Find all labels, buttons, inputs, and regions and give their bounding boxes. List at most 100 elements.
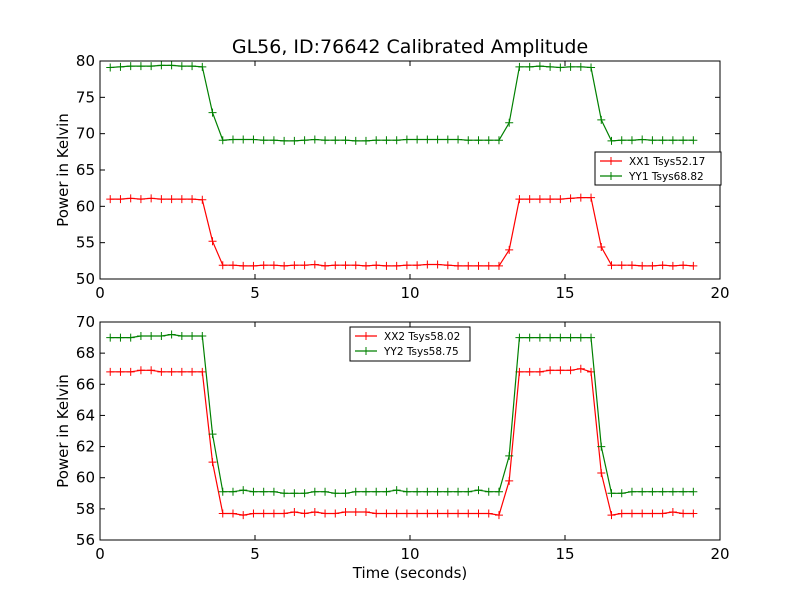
- data-point: [136, 366, 145, 375]
- data-point: [433, 487, 442, 496]
- data-point: [443, 261, 452, 270]
- data-point: [597, 243, 606, 252]
- x-tick-label: 5: [250, 284, 260, 302]
- data-point: [126, 333, 135, 342]
- data-point: [157, 332, 166, 341]
- data-point: [638, 261, 647, 270]
- data-point: [413, 509, 422, 518]
- data-point: [126, 62, 135, 71]
- data-point: [423, 509, 432, 518]
- data-point: [566, 366, 575, 375]
- data-point: [443, 487, 452, 496]
- data-point: [494, 487, 503, 496]
- data-point: [566, 333, 575, 342]
- data-point: [177, 367, 186, 376]
- data-point: [454, 261, 463, 270]
- data-point: [310, 135, 319, 144]
- data-point: [689, 261, 698, 270]
- data-point: [218, 509, 227, 518]
- data-point: [228, 487, 237, 496]
- data-point: [627, 509, 636, 518]
- y-tick-label: 70: [76, 125, 95, 143]
- data-point: [689, 487, 698, 496]
- data-point: [423, 135, 432, 144]
- data-point: [188, 332, 197, 341]
- data-point: [341, 507, 350, 516]
- data-point: [607, 511, 616, 520]
- chart-title: GL56, ID:76642 Calibrated Amplitude: [232, 36, 588, 58]
- data-point: [587, 193, 596, 202]
- data-point: [535, 62, 544, 71]
- data-point: [198, 332, 207, 341]
- data-point: [208, 108, 217, 117]
- data-point: [372, 136, 381, 145]
- data-point: [402, 135, 411, 144]
- x-tick-label: 0: [95, 545, 105, 563]
- data-point: [280, 489, 289, 498]
- data-point: [157, 367, 166, 376]
- data-point: [658, 487, 667, 496]
- plot-bottom: 0 5 10 15 20 56 58 60 62 64 66 68 70 Power in Kelvin T…: [54, 313, 730, 582]
- data-point: [494, 511, 503, 520]
- data-point: [228, 261, 237, 270]
- data-point: [351, 507, 360, 516]
- series-line: [110, 197, 694, 267]
- data-point: [372, 261, 381, 270]
- x-tick-label: 20: [710, 545, 729, 563]
- data-point: [331, 489, 340, 498]
- data-point: [300, 136, 309, 145]
- data-point: [535, 195, 544, 204]
- data-point: [218, 136, 227, 145]
- data-point: [280, 261, 289, 270]
- data-point: [259, 487, 268, 496]
- data-point: [382, 136, 391, 145]
- data-point: [464, 136, 473, 145]
- data-point: [372, 509, 381, 518]
- data-point: [433, 260, 442, 269]
- data-point: [525, 367, 534, 376]
- x-tick-label: 5: [250, 545, 260, 563]
- data-point: [116, 195, 125, 204]
- data-point: [280, 509, 289, 518]
- data-point: [484, 136, 493, 145]
- legend-marker: [362, 347, 370, 355]
- data-point: [443, 135, 452, 144]
- data-point: [167, 330, 176, 339]
- data-point: [239, 511, 248, 520]
- plot-top: 0 5 10 15 20 50 55 60 65 70 75 80 Power in Kelvin XX1…: [54, 52, 730, 302]
- legend-label: YY1 Tsys68.82: [628, 171, 704, 183]
- data-point: [566, 62, 575, 71]
- legend: XX2 Tsys58.02 YY2 Tsys58.75: [349, 326, 471, 362]
- data-point: [454, 509, 463, 518]
- series-line: [110, 368, 694, 516]
- data-point: [208, 430, 217, 439]
- data-point: [597, 442, 606, 451]
- data-point: [147, 332, 156, 341]
- data-point: [617, 136, 626, 145]
- data-point: [607, 136, 616, 145]
- data-point: [239, 135, 248, 144]
- legend-box: [594, 151, 722, 186]
- data-point: [259, 509, 268, 518]
- data-point: [525, 62, 534, 71]
- y-axis-label: Power in Kelvin: [54, 113, 72, 227]
- data-point: [290, 136, 299, 145]
- data-point: [556, 195, 565, 204]
- data-point: [228, 135, 237, 144]
- data-point: [361, 487, 370, 496]
- legend-box: [349, 326, 471, 362]
- data-point: [535, 333, 544, 342]
- data-point: [157, 61, 166, 70]
- data-point: [136, 332, 145, 341]
- data-point: [392, 261, 401, 270]
- legend-label: XX2 Tsys58.02: [384, 331, 460, 343]
- data-point: [126, 367, 135, 376]
- data-point: [341, 261, 350, 270]
- legend-entry: XX1 Tsys52.17: [600, 156, 705, 168]
- data-point: [474, 509, 483, 518]
- data-point: [331, 261, 340, 270]
- legend-label: XX1 Tsys52.17: [629, 156, 705, 168]
- data-point: [208, 237, 217, 246]
- data-point: [310, 260, 319, 269]
